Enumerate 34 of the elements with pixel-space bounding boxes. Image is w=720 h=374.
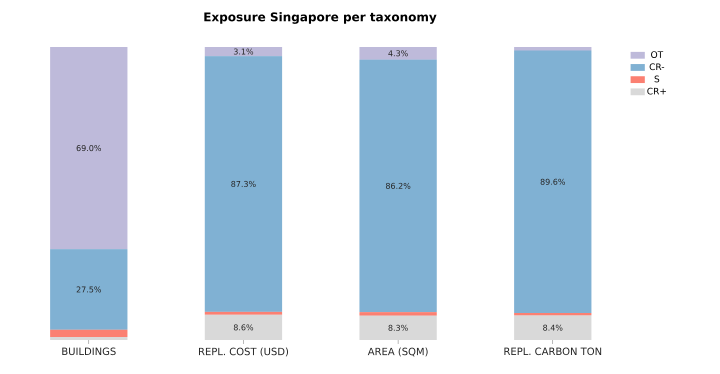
bar	[204, 56, 282, 312]
bar	[514, 46, 592, 51]
x-tick-label: REPL. CARBON TON	[504, 348, 602, 356]
x-tick-label: REPL. COST (USD)	[198, 348, 288, 356]
bar	[514, 50, 592, 314]
data-label: 8.3%	[388, 324, 408, 331]
data-label: 69.0%	[76, 145, 102, 152]
data-label: 27.5%	[76, 286, 102, 292]
legend-label: OT	[651, 51, 664, 58]
data-label: 8.6%	[234, 324, 254, 330]
data-label: 3.1%	[234, 48, 254, 55]
bar	[359, 46, 437, 60]
bar	[50, 337, 128, 340]
data-label: 8.4%	[543, 324, 562, 331]
bar	[359, 316, 437, 340]
legend-label: CR+	[647, 88, 666, 95]
bar	[514, 315, 592, 340]
x-tick-label: AREA (SQM)	[368, 348, 428, 356]
bar	[359, 60, 437, 312]
bar	[359, 312, 437, 316]
data-label: 87.3%	[231, 180, 256, 187]
legend-label: CR-	[650, 63, 664, 70]
data-label: 86.2%	[386, 182, 410, 189]
bar	[50, 46, 128, 250]
data-label: 89.6%	[540, 178, 566, 185]
bar	[204, 312, 282, 315]
bar	[50, 330, 128, 338]
x-tick-label: BUILDINGS	[62, 348, 116, 356]
chart-title: Exposure Singapore per taxonomy	[204, 12, 437, 24]
legend-label: S	[654, 76, 660, 82]
bar	[204, 314, 282, 340]
data-label: 4.3%	[388, 50, 408, 56]
bar	[204, 46, 282, 56]
bar	[50, 249, 128, 330]
